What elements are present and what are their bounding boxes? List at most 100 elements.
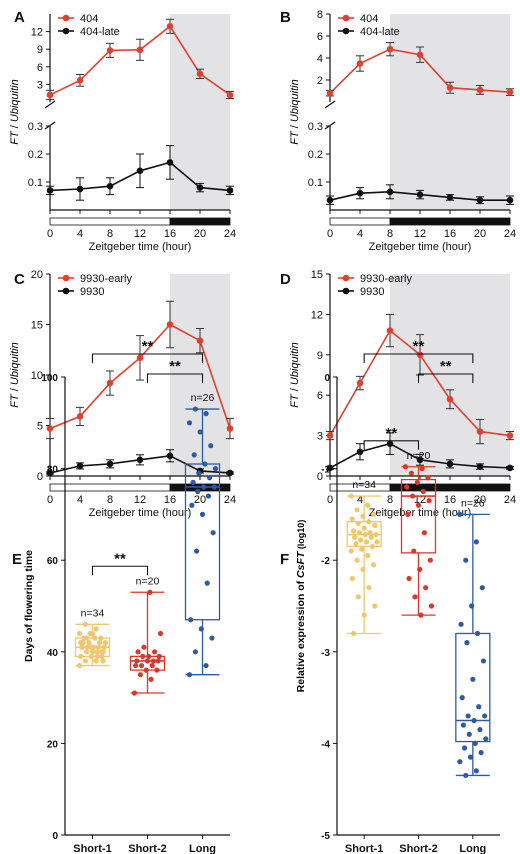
data-point <box>83 635 90 641</box>
data-point <box>226 187 234 194</box>
data-point <box>461 745 468 751</box>
legend-marker <box>342 14 350 22</box>
box-group-Short-2 <box>129 589 166 696</box>
n-label: n=20 <box>407 450 431 462</box>
box-group-Short-1 <box>346 493 382 637</box>
y-tick-label: 0.1 <box>28 177 43 189</box>
data-point <box>202 461 208 467</box>
data-point <box>326 432 334 439</box>
data-point <box>415 502 422 508</box>
data-point <box>420 488 426 495</box>
y-label-prefix: Relative expression of <box>295 578 307 692</box>
data-point <box>361 612 367 618</box>
light-period-bar <box>49 217 171 226</box>
significance-label: ** <box>385 425 397 442</box>
box-group-Short-2 <box>400 464 437 618</box>
data-point <box>189 502 195 508</box>
data-point <box>166 321 174 328</box>
data-point <box>100 658 106 664</box>
data-point <box>226 91 234 99</box>
category-label: Long <box>459 843 486 854</box>
legend-entry: 9930-early <box>80 273 132 285</box>
x-tick-label: 20 <box>194 494 206 506</box>
data-point <box>95 644 102 650</box>
data-point <box>99 653 105 659</box>
data-point <box>478 749 484 756</box>
data-point <box>46 425 54 432</box>
data-point <box>186 672 193 678</box>
x-tick-label: 24 <box>504 228 516 240</box>
y-label-ft: FT <box>9 130 21 145</box>
dark-period-bar <box>169 217 231 226</box>
data-point <box>326 196 334 204</box>
x-tick-label: 0 <box>327 494 333 506</box>
data-point <box>82 658 89 664</box>
data-point <box>93 626 99 632</box>
legend-marker <box>62 27 70 35</box>
data-point <box>472 740 478 747</box>
x-axis-label: Zeitgeber time (hour) <box>89 241 192 253</box>
y-tick-label: 15 <box>31 320 43 332</box>
data-point <box>205 493 212 499</box>
data-point <box>352 534 358 540</box>
data-point <box>426 498 432 504</box>
x-tick-label: 16 <box>164 494 176 506</box>
data-point <box>89 630 96 637</box>
data-point <box>409 493 416 499</box>
data-point <box>467 754 474 760</box>
data-point <box>199 511 206 517</box>
data-point <box>353 541 359 547</box>
data-point <box>192 406 199 412</box>
y-label-sep: / <box>289 385 301 394</box>
x-tick-label: 8 <box>387 228 393 240</box>
data-point <box>131 690 138 696</box>
data-point <box>386 327 394 334</box>
category-label: Short-2 <box>128 843 167 854</box>
data-point <box>356 189 364 197</box>
x-tick-label: 4 <box>77 494 83 506</box>
y-tick-label: 20 <box>31 269 43 281</box>
data-point <box>203 411 209 417</box>
data-point <box>197 429 203 435</box>
legend-entry: 404-late <box>360 26 400 38</box>
data-point <box>88 653 94 659</box>
y-tick-label: 0 <box>317 471 323 483</box>
data-point <box>466 731 472 737</box>
data-point <box>196 184 204 191</box>
y-tick-label: 0.1 <box>308 177 323 189</box>
x-tick-label: 12 <box>134 494 146 506</box>
legend-marker <box>342 27 350 35</box>
data-point <box>457 759 463 765</box>
data-point <box>101 644 107 650</box>
data-point <box>204 580 210 586</box>
series-404 <box>46 18 234 101</box>
data-point <box>106 47 114 54</box>
y-label-ubiquitin: Ubiquitin <box>9 79 21 122</box>
panel-label-E: E <box>12 551 22 568</box>
data-point <box>459 695 465 701</box>
data-point <box>482 713 488 719</box>
data-point <box>106 182 114 190</box>
data-point <box>226 469 234 477</box>
significance-bracket <box>363 440 420 450</box>
data-point <box>136 354 144 362</box>
box <box>400 478 437 554</box>
data-point <box>188 617 194 623</box>
data-point <box>365 502 371 508</box>
data-point <box>76 662 83 669</box>
data-point <box>94 649 100 655</box>
data-point <box>476 86 484 94</box>
y-tick-label: 9 <box>37 44 43 56</box>
data-point <box>360 513 366 519</box>
y-tick-label: 0.2 <box>28 149 43 161</box>
data-point <box>366 585 372 591</box>
x-tick-label: 24 <box>224 228 236 240</box>
y-tick-label: -3 <box>321 648 330 659</box>
data-point <box>476 196 484 204</box>
data-point <box>360 566 366 572</box>
y-tick-label: 12 <box>311 309 323 321</box>
data-point <box>136 46 144 54</box>
y-label-ubiquitin: Ubiquitin <box>9 342 21 385</box>
x-tick-label: 0 <box>327 228 333 240</box>
